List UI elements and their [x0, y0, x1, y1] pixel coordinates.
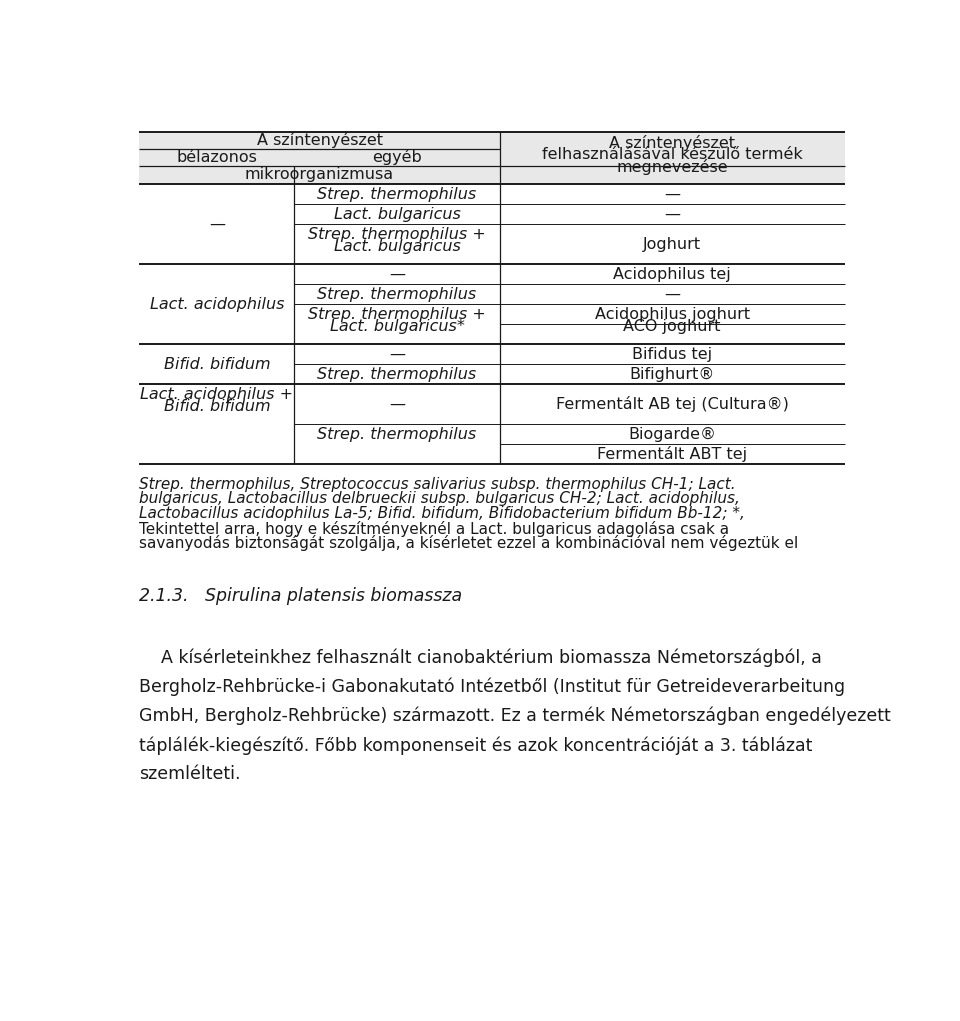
Text: Lact. acidophilus: Lact. acidophilus [150, 297, 284, 311]
Text: A színtenyészet: A színtenyészet [256, 133, 383, 148]
Text: mikroorganizmusa: mikroorganizmusa [245, 167, 395, 183]
Text: Lact. bulgaricus*: Lact. bulgaricus* [329, 320, 465, 334]
Text: GmbH, Bergholz-Rehbrücke) származott. Ez a termék Németországban engedélyezett: GmbH, Bergholz-Rehbrücke) származott. Ez… [139, 707, 891, 726]
Text: —: — [209, 216, 225, 232]
Text: Biogarde®: Biogarde® [628, 427, 716, 442]
Text: Bifidus tej: Bifidus tej [632, 347, 712, 361]
Text: Strep. thermophilus, Streptococcus salivarius subsp. thermophilus CH-1; Lact.: Strep. thermophilus, Streptococcus saliv… [139, 477, 736, 492]
Text: Tekintettel arra, hogy e készítményeknél a Lact. bulgaricus adagolása csak a: Tekintettel arra, hogy e készítményeknél… [139, 521, 730, 537]
Text: felhasználásával készülő termék: felhasználásával készülő termék [541, 147, 803, 162]
Text: Bifighurt®: Bifighurt® [630, 367, 715, 382]
Text: Strep. thermophilus: Strep. thermophilus [318, 427, 477, 442]
Text: Lact. acidophilus +: Lact. acidophilus + [140, 387, 294, 402]
Text: Joghurt: Joghurt [643, 237, 701, 252]
Text: bulgaricus, Lactobacillus delbrueckii subsp. bulgaricus CH-2; Lact. acidophilus,: bulgaricus, Lactobacillus delbrueckii su… [139, 491, 740, 506]
Text: —: — [389, 347, 405, 361]
Text: 2.1.3.   Spirulina platensis biomassza: 2.1.3. Spirulina platensis biomassza [139, 587, 463, 604]
Bar [139, 165, 845, 184]
Text: Acidophilus joghurt: Acidophilus joghurt [594, 306, 750, 322]
Text: szemlélteti.: szemlélteti. [139, 766, 241, 783]
Bar [139, 149, 845, 165]
Text: Fermentált AB tej (Cultura®): Fermentált AB tej (Cultura®) [556, 396, 788, 412]
Text: táplálék-kiegészítő. Főbb komponenseit és azok koncentrációját a 3. táblázat: táplálék-kiegészítő. Főbb komponenseit é… [139, 736, 813, 755]
Text: Lact. bulgaricus: Lact. bulgaricus [334, 206, 461, 222]
Bar [139, 132, 845, 149]
Text: Acidophilus tej: Acidophilus tej [613, 266, 732, 282]
Text: Lactobacillus acidophilus La-5; Bifid. bifidum, Bifidobacterium bifidum Bb-12; *: Lactobacillus acidophilus La-5; Bifid. b… [139, 506, 745, 521]
Text: —: — [664, 187, 681, 201]
Text: Bifid. bifidum: Bifid. bifidum [163, 399, 270, 415]
Text: bélazonos: bélazonos [177, 150, 257, 164]
Text: Lact. bulgaricus: Lact. bulgaricus [334, 239, 461, 254]
Text: —: — [664, 287, 681, 302]
Text: megnevezése: megnevezése [616, 159, 728, 176]
Text: —: — [389, 266, 405, 282]
Text: A színtenyészet: A színtenyészet [610, 135, 735, 150]
Text: Strep. thermophilus: Strep. thermophilus [318, 287, 477, 302]
Text: —: — [664, 206, 681, 222]
Text: Strep. thermophilus: Strep. thermophilus [318, 187, 477, 201]
Text: Bifid. bifidum: Bifid. bifidum [163, 356, 270, 372]
Text: Fermentált ABT tej: Fermentált ABT tej [597, 446, 747, 463]
Text: savanyodás biztonságát szolgálja, a kísérletet ezzel a kombinációval nem végeztü: savanyodás biztonságát szolgálja, a kísé… [139, 535, 799, 551]
Text: A kísérleteinkhez felhasznált cianobaktérium biomassza Németországból, a: A kísérleteinkhez felhasznált cianobakté… [139, 648, 823, 667]
Text: Bergholz-Rehbrücke-i Gabonakutató Intézetből (Institut für Getreideverarbeitung: Bergholz-Rehbrücke-i Gabonakutató Intéze… [139, 678, 846, 696]
Text: —: — [389, 397, 405, 411]
Text: Strep. thermophilus +: Strep. thermophilus + [308, 306, 486, 322]
Text: ACO joghurt: ACO joghurt [623, 320, 721, 334]
Text: Strep. thermophilus +: Strep. thermophilus + [308, 227, 486, 242]
Text: Strep. thermophilus: Strep. thermophilus [318, 367, 477, 382]
Text: egyéb: egyéb [372, 149, 422, 165]
